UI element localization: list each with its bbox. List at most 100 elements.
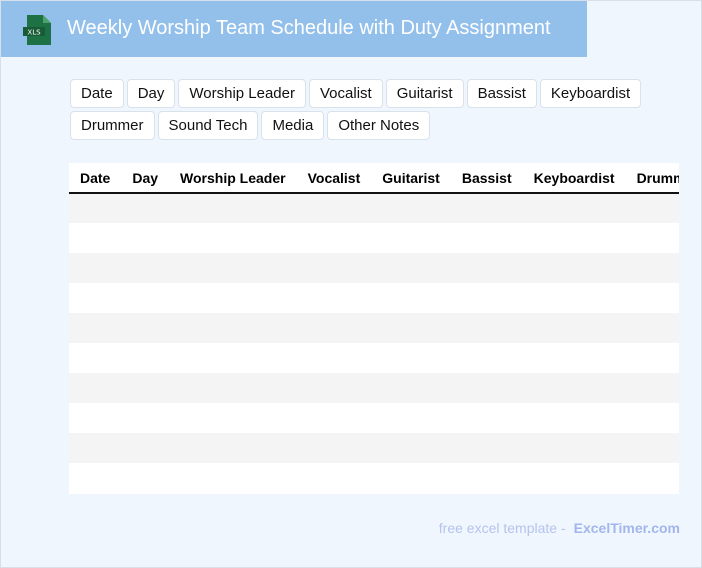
table-cell[interactable]	[450, 253, 523, 283]
table-cell[interactable]	[296, 313, 372, 343]
table-cell[interactable]	[297, 223, 372, 253]
table-cell[interactable]	[451, 223, 523, 253]
table-row	[69, 253, 679, 283]
chip-bassist[interactable]: Bassist	[466, 79, 537, 108]
table-cell[interactable]	[625, 433, 679, 463]
header-bar: XLS Weekly Worship Team Schedule with Du…	[1, 1, 587, 57]
table-cell[interactable]	[169, 253, 297, 283]
table-cell[interactable]	[522, 373, 626, 403]
chip-sound-tech[interactable]: Sound Tech	[157, 111, 259, 140]
table-cell[interactable]	[69, 193, 122, 223]
table-cell[interactable]	[522, 313, 626, 343]
table-cell[interactable]	[121, 253, 170, 283]
table-cell[interactable]	[69, 253, 122, 283]
table-cell[interactable]	[297, 283, 372, 313]
chip-media[interactable]: Media	[261, 111, 325, 140]
chip-keyboardist[interactable]: Keyboardist	[539, 79, 642, 108]
table-cell[interactable]	[121, 373, 170, 403]
table-cell[interactable]	[522, 193, 626, 223]
table-cell[interactable]	[296, 253, 372, 283]
table-cell[interactable]	[626, 403, 679, 433]
table-cell[interactable]	[523, 403, 626, 433]
table-cell[interactable]	[169, 193, 297, 223]
table-cell[interactable]	[450, 433, 523, 463]
chip-vocalist[interactable]: Vocalist	[309, 79, 383, 108]
table-cell[interactable]	[371, 373, 451, 403]
table-cell[interactable]	[625, 313, 679, 343]
footer-text: free excel template -	[438, 520, 566, 536]
table-cell[interactable]	[451, 463, 523, 493]
table-cell[interactable]	[371, 253, 451, 283]
table-cell[interactable]	[69, 343, 121, 373]
table-cell[interactable]	[169, 343, 297, 373]
table-cell[interactable]	[69, 403, 121, 433]
table-cell[interactable]	[121, 223, 169, 253]
table-cell[interactable]	[371, 313, 451, 343]
table-cell[interactable]	[523, 343, 626, 373]
table-cell[interactable]	[625, 253, 679, 283]
table-cell[interactable]	[625, 373, 679, 403]
chip-worship-leader[interactable]: Worship Leader	[178, 79, 306, 108]
table-cell[interactable]	[297, 403, 372, 433]
table-cell[interactable]	[626, 283, 679, 313]
table-cell[interactable]	[121, 403, 169, 433]
table-cell[interactable]	[121, 283, 169, 313]
table-row	[69, 313, 679, 343]
table-cell[interactable]	[297, 463, 372, 493]
table-cell[interactable]	[371, 403, 451, 433]
table-cell[interactable]	[169, 373, 297, 403]
table-cell[interactable]	[523, 223, 626, 253]
chip-date[interactable]: Date	[70, 79, 124, 108]
table-cell[interactable]	[121, 433, 170, 463]
table-row	[69, 403, 679, 433]
table-cell[interactable]	[169, 313, 297, 343]
table-cell[interactable]	[371, 343, 451, 373]
table-cell[interactable]	[296, 433, 372, 463]
chip-guitarist[interactable]: Guitarist	[385, 79, 464, 108]
table-cell[interactable]	[523, 463, 626, 493]
table-cell[interactable]	[121, 313, 170, 343]
footer-link[interactable]: ExcelTimer.com	[573, 520, 680, 536]
table-cell[interactable]	[371, 463, 451, 493]
table-cell[interactable]	[626, 463, 679, 493]
table-cell[interactable]	[169, 403, 297, 433]
table-cell[interactable]	[451, 283, 523, 313]
chip-drummer[interactable]: Drummer	[70, 111, 155, 140]
table-cell[interactable]	[450, 373, 523, 403]
table-cell[interactable]	[69, 313, 122, 343]
table-cell[interactable]	[69, 223, 121, 253]
table-cell[interactable]	[169, 463, 297, 493]
table-cell[interactable]	[69, 283, 121, 313]
table-cell[interactable]	[169, 433, 297, 463]
table-cell[interactable]	[371, 433, 451, 463]
table-cell[interactable]	[69, 373, 122, 403]
table-cell[interactable]	[522, 253, 626, 283]
table-cell[interactable]	[169, 223, 297, 253]
table-cell[interactable]	[371, 223, 451, 253]
table-cell[interactable]	[297, 343, 372, 373]
table-cell[interactable]	[523, 283, 626, 313]
column-header: Keyboardist	[522, 163, 626, 194]
table-cell[interactable]	[371, 283, 451, 313]
schedule-table: Date Day Worship Leader Vocalist Guitarist Ba…	[69, 163, 679, 494]
table-cell[interactable]	[69, 463, 121, 493]
table-cell[interactable]	[121, 193, 170, 223]
table-cell[interactable]	[451, 343, 523, 373]
table-cell[interactable]	[626, 343, 679, 373]
table-cell[interactable]	[451, 403, 523, 433]
table-cell[interactable]	[121, 463, 169, 493]
column-header: Vocalist	[296, 163, 372, 194]
table-cell[interactable]	[69, 433, 122, 463]
table-cell[interactable]	[121, 343, 169, 373]
table-cell[interactable]	[169, 283, 297, 313]
table-cell[interactable]	[626, 223, 679, 253]
chip-day[interactable]: Day	[126, 79, 176, 108]
table-cell[interactable]	[450, 313, 523, 343]
table-cell[interactable]	[625, 193, 679, 223]
table-cell[interactable]	[371, 193, 451, 223]
chip-other-notes[interactable]: Other Notes	[327, 111, 431, 140]
table-cell[interactable]	[450, 193, 523, 223]
table-cell[interactable]	[522, 433, 626, 463]
table-cell[interactable]	[296, 193, 372, 223]
table-cell[interactable]	[296, 373, 372, 403]
